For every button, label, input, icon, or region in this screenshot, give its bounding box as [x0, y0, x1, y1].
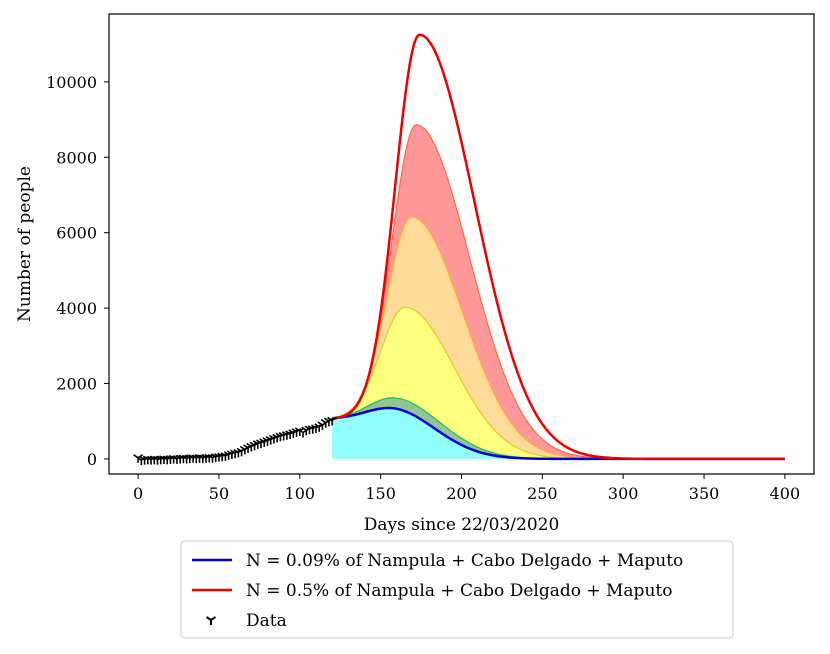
legend-box [180, 540, 734, 639]
y-tick-label: 4000 [56, 299, 97, 318]
x-tick-label: 300 [608, 484, 639, 503]
x-axis-title: Days since 22/03/2020 [364, 515, 560, 535]
x-tick-label: 400 [770, 484, 801, 503]
y-axis-title: Number of people [15, 166, 35, 322]
x-tick-label: 50 [209, 484, 229, 503]
projection-band-fills [332, 124, 785, 459]
x-tick-label: 350 [689, 484, 720, 503]
band-fill-1 [332, 397, 785, 459]
legend-data-marker [205, 616, 217, 625]
y-axis-ticks: 0 2000 4000 6000 8000 10000 [46, 73, 109, 469]
x-tick-label: 250 [527, 484, 558, 503]
band-fill-4 [332, 124, 785, 459]
band-fill-0 [332, 408, 785, 459]
band-fill-2 [332, 307, 785, 459]
y-tick-label: 8000 [56, 148, 97, 167]
data-point [327, 416, 338, 426]
legend-label-red: N = 0.5% of Nampula + Cabo Delgado + Map… [246, 581, 672, 601]
series-line-5 [332, 33, 785, 461]
legend-label-blue: N = 0.09% of Nampula + Cabo Delgado + Ma… [246, 551, 683, 571]
y-tick-label: 10000 [46, 73, 97, 92]
x-tick-label: 100 [285, 484, 316, 503]
x-axis-ticks: 0 50 100 150 200 250 300 350 400 [133, 474, 800, 503]
y-tick-label: 6000 [56, 224, 97, 243]
legend: N = 0.09% of Nampula + Cabo Delgado + Ma… [180, 540, 734, 639]
y-tick-label: 2000 [56, 375, 97, 394]
legend-label-data: Data [246, 611, 287, 631]
x-tick-label: 200 [446, 484, 477, 503]
y-tick-label: 0 [87, 450, 97, 469]
x-tick-label: 150 [365, 484, 396, 503]
projection-curves [332, 33, 785, 461]
observed-data-markers [133, 416, 338, 466]
x-tick-label: 0 [133, 484, 143, 503]
band-fill-3 [332, 216, 785, 459]
